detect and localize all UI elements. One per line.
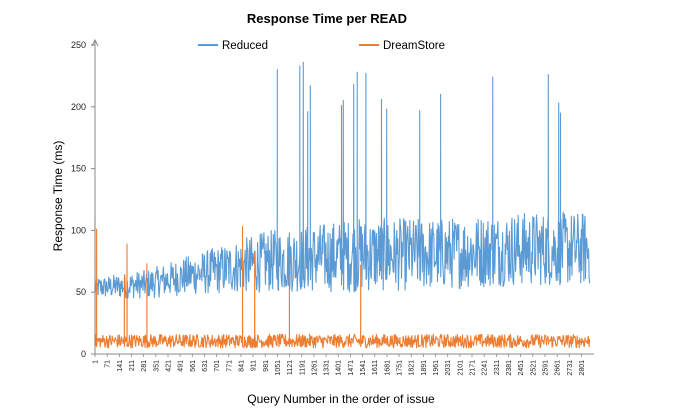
x-tick-label: 281 — [141, 360, 148, 372]
x-tick-label: 841 — [238, 360, 245, 372]
x-tick-label: 1751 — [397, 360, 404, 376]
y-tick-label: 250 — [71, 40, 86, 50]
x-tick-label: 631 — [202, 360, 209, 372]
y-tick-label: 0 — [81, 349, 86, 359]
legend-label-reduced: Reduced — [222, 40, 268, 52]
x-tick-label: 421 — [166, 360, 173, 372]
x-tick-label: 71 — [105, 360, 112, 368]
x-tick-label: 1051 — [275, 360, 282, 376]
x-tick-label: 1821 — [409, 360, 416, 376]
plot-area — [94, 61, 591, 349]
x-tick-label: 2381 — [506, 360, 513, 376]
x-tick-label: 2451 — [518, 360, 525, 376]
chart-title: Response Time per READ — [247, 11, 407, 26]
x-tick-label: 2801 — [579, 360, 586, 376]
y-axis-arrow — [91, 38, 99, 47]
x-tick-label: 2101 — [457, 360, 464, 376]
x-tick-label: 1191 — [299, 360, 306, 375]
x-tick-label: 2591 — [543, 360, 550, 376]
x-tick-label: 1261 — [311, 360, 318, 376]
x-tick-label: 561 — [190, 360, 197, 372]
x-tick-label: 2241 — [482, 360, 489, 376]
x-tick-label: 911 — [251, 360, 258, 371]
x-tick-label: 701 — [214, 360, 221, 372]
x-tick-label: 351 — [153, 360, 160, 372]
series-line-dreamstore — [94, 216, 591, 349]
x-tick-label: 141 — [117, 360, 124, 372]
x-tick-label: 771 — [226, 360, 233, 372]
x-tick-label: 1471 — [348, 360, 355, 376]
x-tick-label: 1331 — [324, 360, 331, 376]
x-tick-label: 1611 — [372, 360, 379, 375]
y-tick-label: 200 — [71, 102, 86, 112]
series-line-reduced — [94, 61, 591, 299]
x-tick-label: 2661 — [555, 360, 562, 376]
axes: 0 50 100 150 200 250 1 71 141 211 281 351 421 491 561 6… — [71, 38, 594, 376]
x-tick-label: 491 — [178, 360, 185, 372]
x-axis-label: Query Number in the order of issue — [247, 392, 435, 406]
x-tick-label: 1401 — [336, 360, 343, 376]
x-tick-label: 1681 — [384, 360, 391, 376]
x-tick-label: 1121 — [287, 360, 294, 375]
x-tick-label: 211 — [129, 360, 136, 371]
x-tick-label: 1891 — [421, 360, 428, 376]
x-tick-label: 2171 — [470, 360, 477, 376]
y-tick-label: 50 — [76, 287, 86, 297]
x-tick-label: 2311 — [494, 360, 501, 375]
y-tick-label: 100 — [71, 225, 86, 235]
legend: Reduced DreamStore — [198, 40, 445, 52]
y-axis-label: Response Time (ms) — [51, 141, 65, 252]
x-tick-label: 2031 — [445, 360, 452, 376]
x-tick-label: 981 — [263, 360, 270, 372]
legend-label-dreamstore: DreamStore — [383, 40, 445, 52]
x-tick-label: 2731 — [567, 360, 574, 376]
x-tick-label: 1961 — [433, 360, 440, 376]
y-tick-label: 150 — [71, 164, 86, 174]
x-tick-label: 1541 — [360, 360, 367, 376]
x-tick-label: 1 — [93, 360, 100, 364]
x-tick-label: 2521 — [530, 360, 537, 376]
